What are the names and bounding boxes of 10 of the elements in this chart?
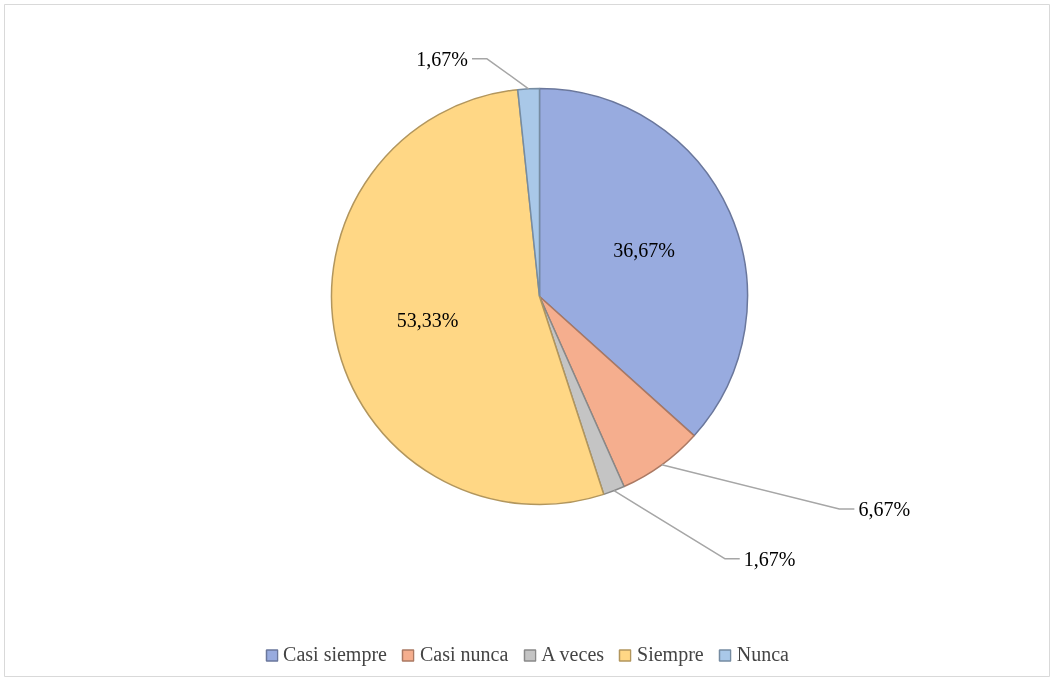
legend-label: Casi siempre [283,643,387,666]
data-label: 36,67% [613,238,675,261]
legend-label: Siempre [637,643,704,666]
data-label: 1,67% [743,547,796,570]
legend-label: A veces [541,643,605,666]
data-label: 6,67% [858,498,911,521]
legend-label: Nunca [736,643,789,666]
data-label: 53,33% [396,309,459,332]
data-label: 1,67% [416,47,469,70]
legend-label: Casi nunca [419,643,509,666]
